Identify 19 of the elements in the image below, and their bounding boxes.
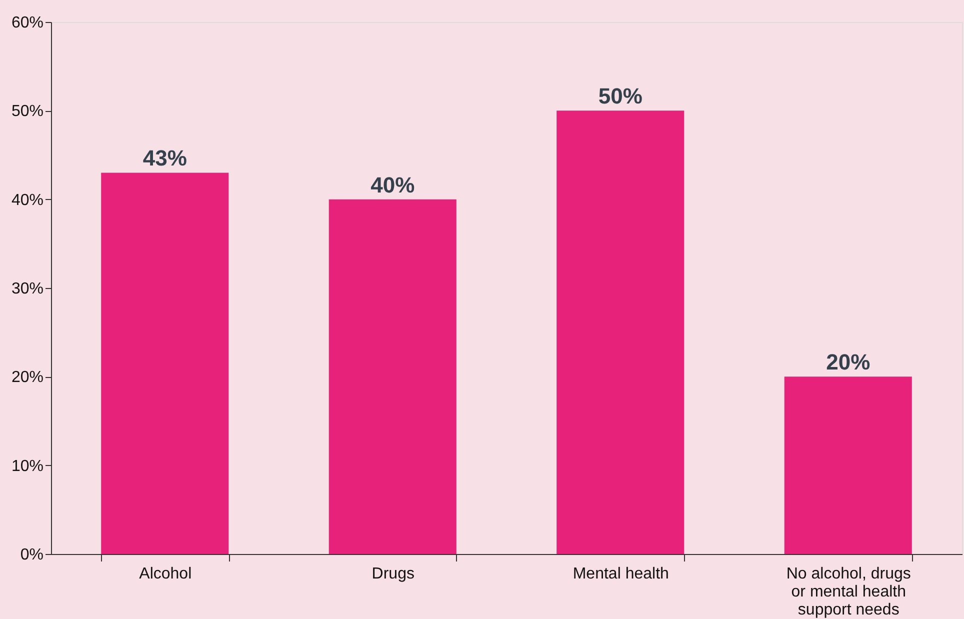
y-tick-label: 50% [11,103,44,120]
x-tick-label: No alcohol, drugs or mental health support needs [786,566,911,618]
x-tick-label: Alcohol [139,566,192,582]
y-tick-label: 10% [11,458,44,475]
y-tick-label: 20% [11,369,44,386]
data-label: 43% [142,146,187,171]
bar [101,172,229,554]
x-tick-label: Mental health [572,566,669,582]
data-label: 40% [370,172,415,198]
bar [784,376,912,554]
bar [556,110,684,554]
y-tick-label: 40% [11,192,44,209]
y-tick-label: 30% [11,280,44,298]
data-label: 50% [598,84,642,109]
y-tick-label: 0% [20,546,44,564]
x-tick-label: Drugs [372,566,414,582]
data-label: 20% [826,350,870,375]
bar [328,199,456,554]
y-tick-label: 60% [11,14,44,32]
